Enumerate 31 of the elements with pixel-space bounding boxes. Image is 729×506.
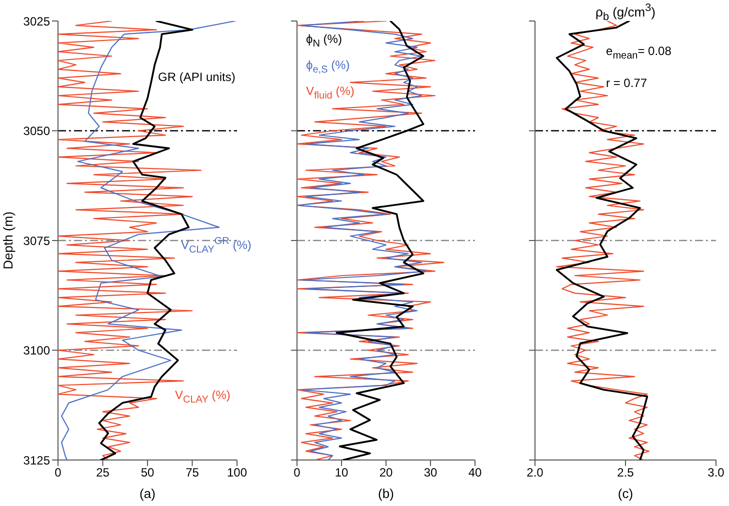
x-tick-label: 50 — [140, 466, 154, 480]
series-label: V$_{CLAY}$ (%) — [175, 388, 230, 406]
x-axis-title: (a) — [140, 486, 156, 501]
y-tick-label: 3100 — [23, 344, 50, 358]
series-label: V$_{fluid}$ (%) — [306, 84, 354, 102]
y-tick-label: 3050 — [23, 124, 50, 138]
x-tick-label: 40 — [468, 466, 482, 480]
text: ϕ$_{e,S}$ (%) — [306, 58, 350, 76]
series-label: GR (API units) — [158, 70, 236, 84]
x-tick-label: 0 — [54, 466, 62, 480]
x-tick-label: 2.5 — [617, 466, 634, 480]
y-tick-label: 3025 — [23, 14, 50, 28]
x-tick-label: 2.0 — [526, 466, 544, 480]
y-tick-label: 3125 — [23, 453, 50, 468]
x-tick-label: 100 — [226, 466, 248, 480]
x-tick-label: 0 — [294, 466, 301, 480]
series-label: V$_{CLAY}$$^{GR}$ (%) — [181, 236, 252, 256]
y-axis-title: Depth (m) — [0, 212, 16, 270]
x-tick-label: 25 — [96, 466, 110, 480]
x-axis-title: (b) — [378, 486, 394, 501]
x-tick-label: 10 — [334, 466, 348, 480]
x-tick-label: 75 — [186, 466, 200, 480]
x-axis-title: (c) — [618, 486, 634, 501]
x-tick-label: 20 — [379, 466, 393, 480]
text: ϕ$_{N}$ (%) — [306, 32, 342, 50]
chart-title: ρ$_{b}$ (g/cm$^{3}$) — [596, 1, 656, 25]
y-tick-label: 3075 — [23, 234, 50, 248]
x-tick-label: 30 — [424, 466, 438, 480]
annotation: e$_{mean}$= 0.08 — [606, 44, 672, 62]
x-tick-label: 3.0 — [708, 466, 725, 480]
annotation: r = 0.77 — [606, 76, 648, 90]
